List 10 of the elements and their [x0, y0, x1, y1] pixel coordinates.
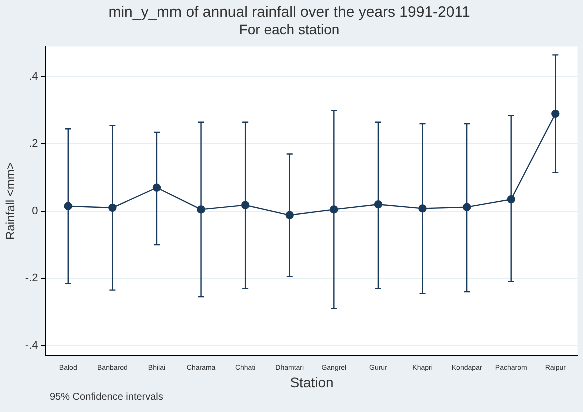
- x-axis-title: Station: [290, 374, 334, 390]
- y-tick-label: 0: [32, 205, 38, 218]
- text: 95% Confidence intervals: [50, 392, 164, 403]
- y-tick-label: -.4: [25, 340, 38, 352]
- chart-title: min_y_mm of annual rainfall over the years 1991-2011: [108, 4, 470, 22]
- chart-subtitle: For each station: [239, 21, 340, 38]
- y-axis-title: Rainfall <mm>: [4, 162, 18, 240]
- y-tick-label: .4: [29, 71, 38, 84]
- y-tick-label: -.2: [25, 272, 38, 285]
- y-tick-label: .2: [29, 138, 38, 150]
